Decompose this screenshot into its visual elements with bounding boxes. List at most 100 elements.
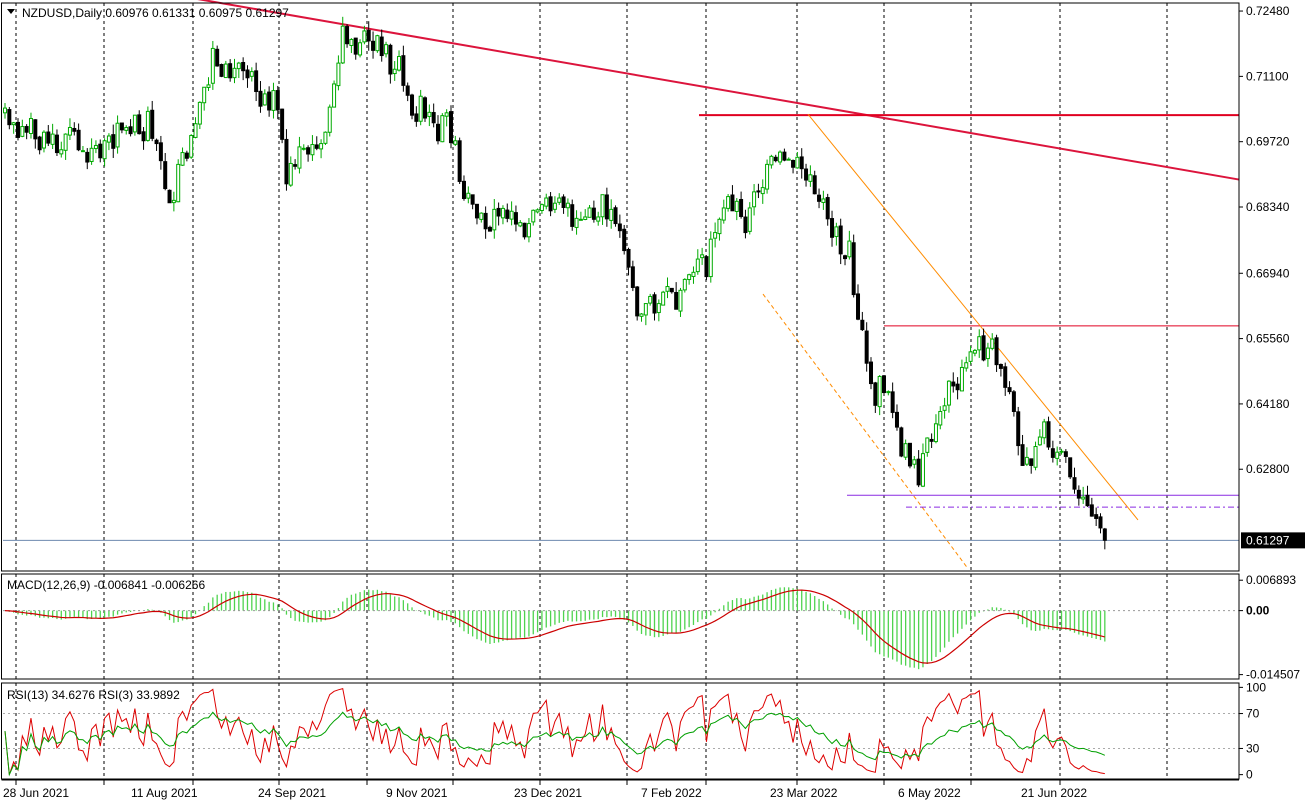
bull-candle [747, 207, 752, 232]
bear-candle [522, 222, 527, 238]
bull-candle [176, 163, 181, 203]
bear-candle [15, 121, 20, 138]
bear-candle [894, 411, 899, 428]
bull-candle [319, 143, 324, 150]
rsi-layer [3, 687, 1239, 777]
bear-candle [461, 180, 466, 199]
bull-candle [1024, 456, 1029, 465]
bear-candle [379, 36, 384, 57]
bull-candle [106, 135, 111, 143]
bull-candle [509, 210, 514, 220]
bull-candle [769, 155, 774, 166]
bull-candle [93, 144, 98, 150]
bull-candle [587, 207, 592, 218]
bull-candle [661, 291, 666, 306]
bull-candle [232, 67, 237, 79]
macd-signal-line [4, 589, 1105, 664]
bear-candle [864, 330, 869, 364]
price-tick-label: 0.72480 [1246, 4, 1290, 18]
bull-candle [375, 35, 380, 52]
bear-candle [487, 226, 492, 232]
bull-candle [942, 405, 947, 411]
rsi-tick-label: 100 [1246, 680, 1266, 694]
bear-candle [353, 37, 358, 55]
bull-candle [271, 90, 276, 111]
bull-candle [202, 86, 207, 104]
bear-candle [37, 136, 42, 151]
bull-candle [734, 200, 739, 212]
rsi13-line [4, 711, 1106, 777]
bear-candle [1085, 494, 1090, 507]
trend-layer [3, 0, 1240, 569]
bull-candle [440, 115, 445, 143]
bear-candle [154, 139, 159, 145]
rsi-tick-label: 30 [1246, 741, 1260, 755]
bull-candle [349, 38, 354, 46]
bear-candle [613, 207, 618, 225]
bull-candle [557, 197, 562, 203]
bull-candle [721, 207, 726, 221]
bull-candle [544, 197, 549, 207]
bear-candle [626, 248, 631, 268]
bull-candle [327, 106, 332, 133]
price-tick-label: 0.68340 [1246, 200, 1290, 214]
bear-candle [267, 91, 272, 111]
bear-candle [483, 212, 488, 230]
bull-candle [765, 163, 770, 190]
price-tick-label: 0.62800 [1246, 462, 1290, 476]
bull-candle [648, 295, 653, 304]
bull-candle [358, 42, 363, 56]
bear-candle [1029, 458, 1034, 466]
bear-candle [1011, 391, 1016, 412]
bear-candle [890, 391, 895, 413]
bear-candle [825, 197, 830, 220]
bull-candle [834, 226, 839, 237]
bull-candle [938, 410, 943, 426]
bull-candle [210, 47, 215, 84]
bear-candle [652, 294, 657, 314]
macd-tick-label: 0.00 [1246, 604, 1270, 618]
bull-candle [1059, 450, 1064, 453]
bear-candle [843, 255, 848, 260]
bear-candle [899, 427, 904, 457]
bull-candle [526, 223, 531, 238]
bull-candle [583, 216, 588, 220]
bull-candle [1055, 451, 1060, 459]
bull-candle [920, 453, 925, 487]
macd-layer [3, 587, 1239, 670]
bull-candle [1081, 496, 1086, 500]
bear-candle [873, 382, 878, 406]
bear-candle [739, 198, 744, 217]
bear-candle [635, 286, 640, 317]
bull-candle [912, 459, 917, 465]
bear-candle [98, 143, 103, 159]
bull-candle [609, 208, 614, 221]
x-tick-label: 24 Sep 2021 [258, 786, 326, 800]
bear-candle [366, 29, 371, 42]
bear-candle [431, 112, 436, 124]
triangle-down-icon[interactable] [7, 9, 15, 14]
bear-candle [215, 48, 220, 67]
bull-candle [418, 95, 423, 122]
bear-candle [85, 151, 90, 163]
bear-candle [869, 361, 873, 385]
bull-candle [288, 162, 293, 186]
bull-candle [808, 174, 813, 182]
x-tick-label: 9 Nov 2021 [386, 786, 448, 800]
price-tick-label: 0.65560 [1246, 332, 1290, 346]
bear-candle [856, 293, 861, 320]
bear-candle [1089, 504, 1094, 517]
macd-tick-label: -0.014507 [1246, 668, 1300, 682]
bull-candle [1033, 446, 1038, 468]
bull-candle [11, 122, 16, 126]
bear-candle [72, 127, 77, 132]
bull-candle [145, 110, 150, 141]
bull-candle [67, 126, 72, 136]
bull-candle [959, 366, 964, 392]
bull-candle [682, 278, 687, 291]
bull-candle [977, 336, 982, 351]
current-price-label: 0.61297 [1246, 533, 1290, 547]
bear-candle [756, 190, 761, 193]
panel-frame [1, 682, 1240, 780]
bull-candle [964, 362, 969, 369]
